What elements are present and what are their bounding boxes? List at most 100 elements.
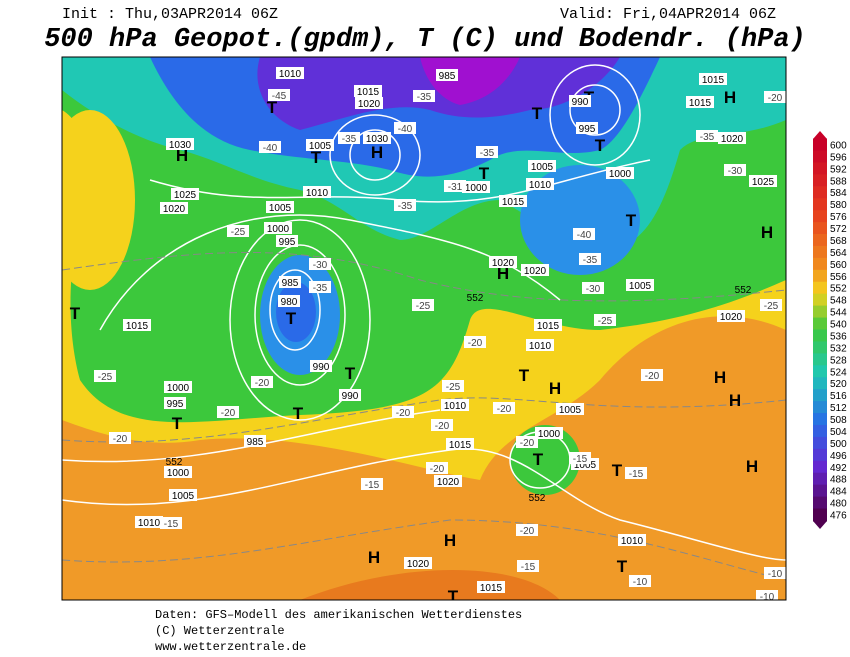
isotherm-label: -10 <box>633 577 648 588</box>
colorbar-segment <box>813 424 827 438</box>
label-box <box>717 310 745 322</box>
isotherm-label: -40 <box>263 143 278 154</box>
isotherm-label: -25 <box>98 372 113 383</box>
footer-line: Daten: GFS–Modell des amerikanischen Wet… <box>155 608 522 622</box>
label-box <box>579 253 601 265</box>
pressure-center: H <box>497 264 509 283</box>
label-box <box>413 90 435 102</box>
isobar-label: 985 <box>439 71 456 82</box>
label-box <box>556 403 584 415</box>
pressure-center: H <box>729 391 741 410</box>
isobar-label: 995 <box>279 237 296 248</box>
pressure-center: H <box>444 531 456 550</box>
label-box <box>164 466 192 478</box>
label-box <box>576 122 598 134</box>
isobar-label: 995 <box>167 399 184 410</box>
label-box <box>756 590 778 600</box>
colorbar-label: 576 <box>830 212 847 223</box>
label-box <box>516 436 538 448</box>
isotherm-label: -15 <box>629 469 644 480</box>
label-box <box>476 146 498 158</box>
isotherm-label: -20 <box>221 408 236 419</box>
colorbar-label: 520 <box>830 379 847 390</box>
isotherm-label: -20 <box>520 438 535 449</box>
label-box <box>276 67 304 79</box>
colorbar-label: 504 <box>830 427 847 438</box>
isobar-label: 1005 <box>309 141 332 152</box>
label-box <box>724 164 746 176</box>
label-box <box>169 489 197 501</box>
colorbar-label: 532 <box>830 343 847 354</box>
pressure-center: T <box>612 461 623 480</box>
label-box <box>626 279 654 291</box>
colorbar-label: 544 <box>830 308 847 319</box>
isobar-label: 1000 <box>167 383 190 394</box>
isobar-label: 1005 <box>559 405 582 416</box>
label-box <box>94 370 116 382</box>
label-box <box>446 438 474 450</box>
label-box <box>306 139 334 151</box>
colorbar-label: 548 <box>830 296 847 307</box>
pressure-center: T <box>345 364 356 383</box>
pressure-center: T <box>532 104 543 123</box>
label-box <box>526 178 554 190</box>
label-box <box>764 567 786 579</box>
colorbar-label: 496 <box>830 451 847 462</box>
label-box <box>764 91 786 103</box>
colorbar-label: 600 <box>830 141 847 152</box>
colorbar-segment <box>813 269 827 283</box>
pressure-center: T <box>479 164 490 183</box>
colorbar-segment <box>813 508 827 522</box>
pressure-center: T <box>448 587 459 606</box>
isobar-label: 1010 <box>306 188 329 199</box>
colorbar-label: 560 <box>830 260 847 271</box>
isotherm-label: -15 <box>521 562 536 573</box>
colorbar-label: 568 <box>830 236 847 247</box>
label-box <box>526 339 554 351</box>
label-box <box>279 276 301 288</box>
isotherm-label: -30 <box>313 260 328 271</box>
isotherm-label: -20 <box>768 93 783 104</box>
colorbar-segment <box>813 198 827 212</box>
isobar-label: 1005 <box>269 203 292 214</box>
isotherm-label: -20 <box>430 464 445 475</box>
label-box <box>404 557 432 569</box>
isotherm-label: -30 <box>586 284 601 295</box>
label-box <box>477 581 505 593</box>
colorbar-segment <box>813 329 827 343</box>
label-box <box>718 132 746 144</box>
colorbar-segment <box>813 293 827 307</box>
colorbar-segment <box>813 305 827 319</box>
colorbar-segment <box>813 401 827 415</box>
label-box <box>464 336 486 348</box>
isobar-label: 1000 <box>167 468 190 479</box>
colorbar-label: 516 <box>830 391 847 402</box>
label-box <box>164 381 192 393</box>
label-box <box>426 462 448 474</box>
pressure-center: H <box>371 143 383 162</box>
isobar-label: 990 <box>313 362 330 373</box>
label-box <box>444 180 466 192</box>
label-box <box>354 85 382 97</box>
isotherm-label: -20 <box>435 421 450 432</box>
isotherm-label: -30 <box>728 166 743 177</box>
pressure-center: T <box>172 414 183 433</box>
label-box <box>489 256 517 268</box>
isobar-label: 1010 <box>444 401 467 412</box>
pressure-center: H <box>176 146 188 165</box>
label-box <box>582 282 604 294</box>
pressure-center: T <box>267 98 278 117</box>
label-box <box>135 516 163 528</box>
label-box <box>160 517 182 529</box>
label-box <box>618 534 646 546</box>
label-box <box>696 130 718 142</box>
pressure-center: H <box>368 548 380 567</box>
isotherm-label: -35 <box>700 132 715 143</box>
isotherm-label: -25 <box>416 301 431 312</box>
label-box <box>338 132 360 144</box>
label-box <box>171 188 199 200</box>
isotherm-label: -25 <box>231 227 246 238</box>
height-label: 552 <box>166 457 183 468</box>
isobar-label: 1005 <box>574 460 597 471</box>
colorbar-label: 540 <box>830 320 847 331</box>
